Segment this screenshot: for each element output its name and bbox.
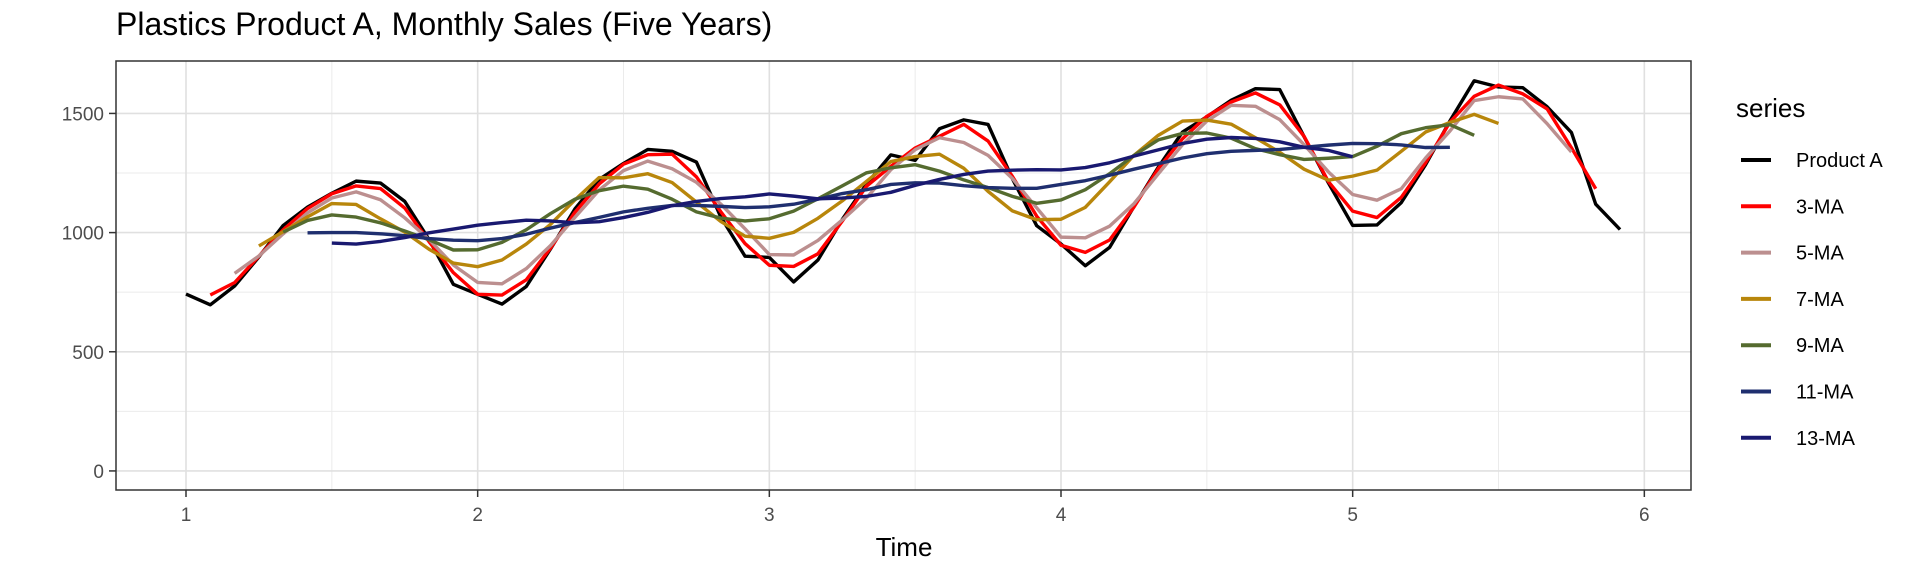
chart-title: Plastics Product A, Monthly Sales (Five … <box>116 6 773 42</box>
legend-label: 13-MA <box>1796 428 1856 450</box>
y-tick-label: 500 <box>72 343 104 364</box>
legend-label: 11-MA <box>1796 382 1854 404</box>
x-tick-label: 2 <box>472 505 483 526</box>
legend: series Product A 3-MA 5-MA 7-MA 9-MA 11-MA 13-… <box>1736 93 1883 450</box>
x-tick-label: 5 <box>1347 505 1358 526</box>
x-axis: 1 2 3 4 5 6 <box>181 490 1650 526</box>
legend-title: series <box>1736 93 1805 123</box>
series-line-9-ma <box>282 122 1475 252</box>
legend-label: 7-MA <box>1796 289 1844 311</box>
plot-area <box>115 60 1692 491</box>
plot-border <box>115 60 1692 491</box>
x-tick-label: 1 <box>181 505 192 526</box>
x-tick-label: 4 <box>1056 505 1067 526</box>
y-tick-label: 0 <box>93 462 104 483</box>
series-line-13-ma <box>331 135 1354 246</box>
legend-label: Product A <box>1796 150 1883 172</box>
y-tick-label: 1000 <box>62 224 104 245</box>
legend-label: 3-MA <box>1796 196 1844 218</box>
legend-label: 5-MA <box>1796 243 1844 265</box>
y-tick-label: 1500 <box>62 104 104 125</box>
x-axis-title: Time <box>876 532 933 562</box>
x-tick-label: 3 <box>764 505 775 526</box>
y-axis: 0 500 1000 1500 <box>62 104 116 483</box>
legend-label: 9-MA <box>1796 335 1844 357</box>
x-tick-label: 6 <box>1639 505 1650 526</box>
series-line-11-ma <box>307 141 1450 243</box>
